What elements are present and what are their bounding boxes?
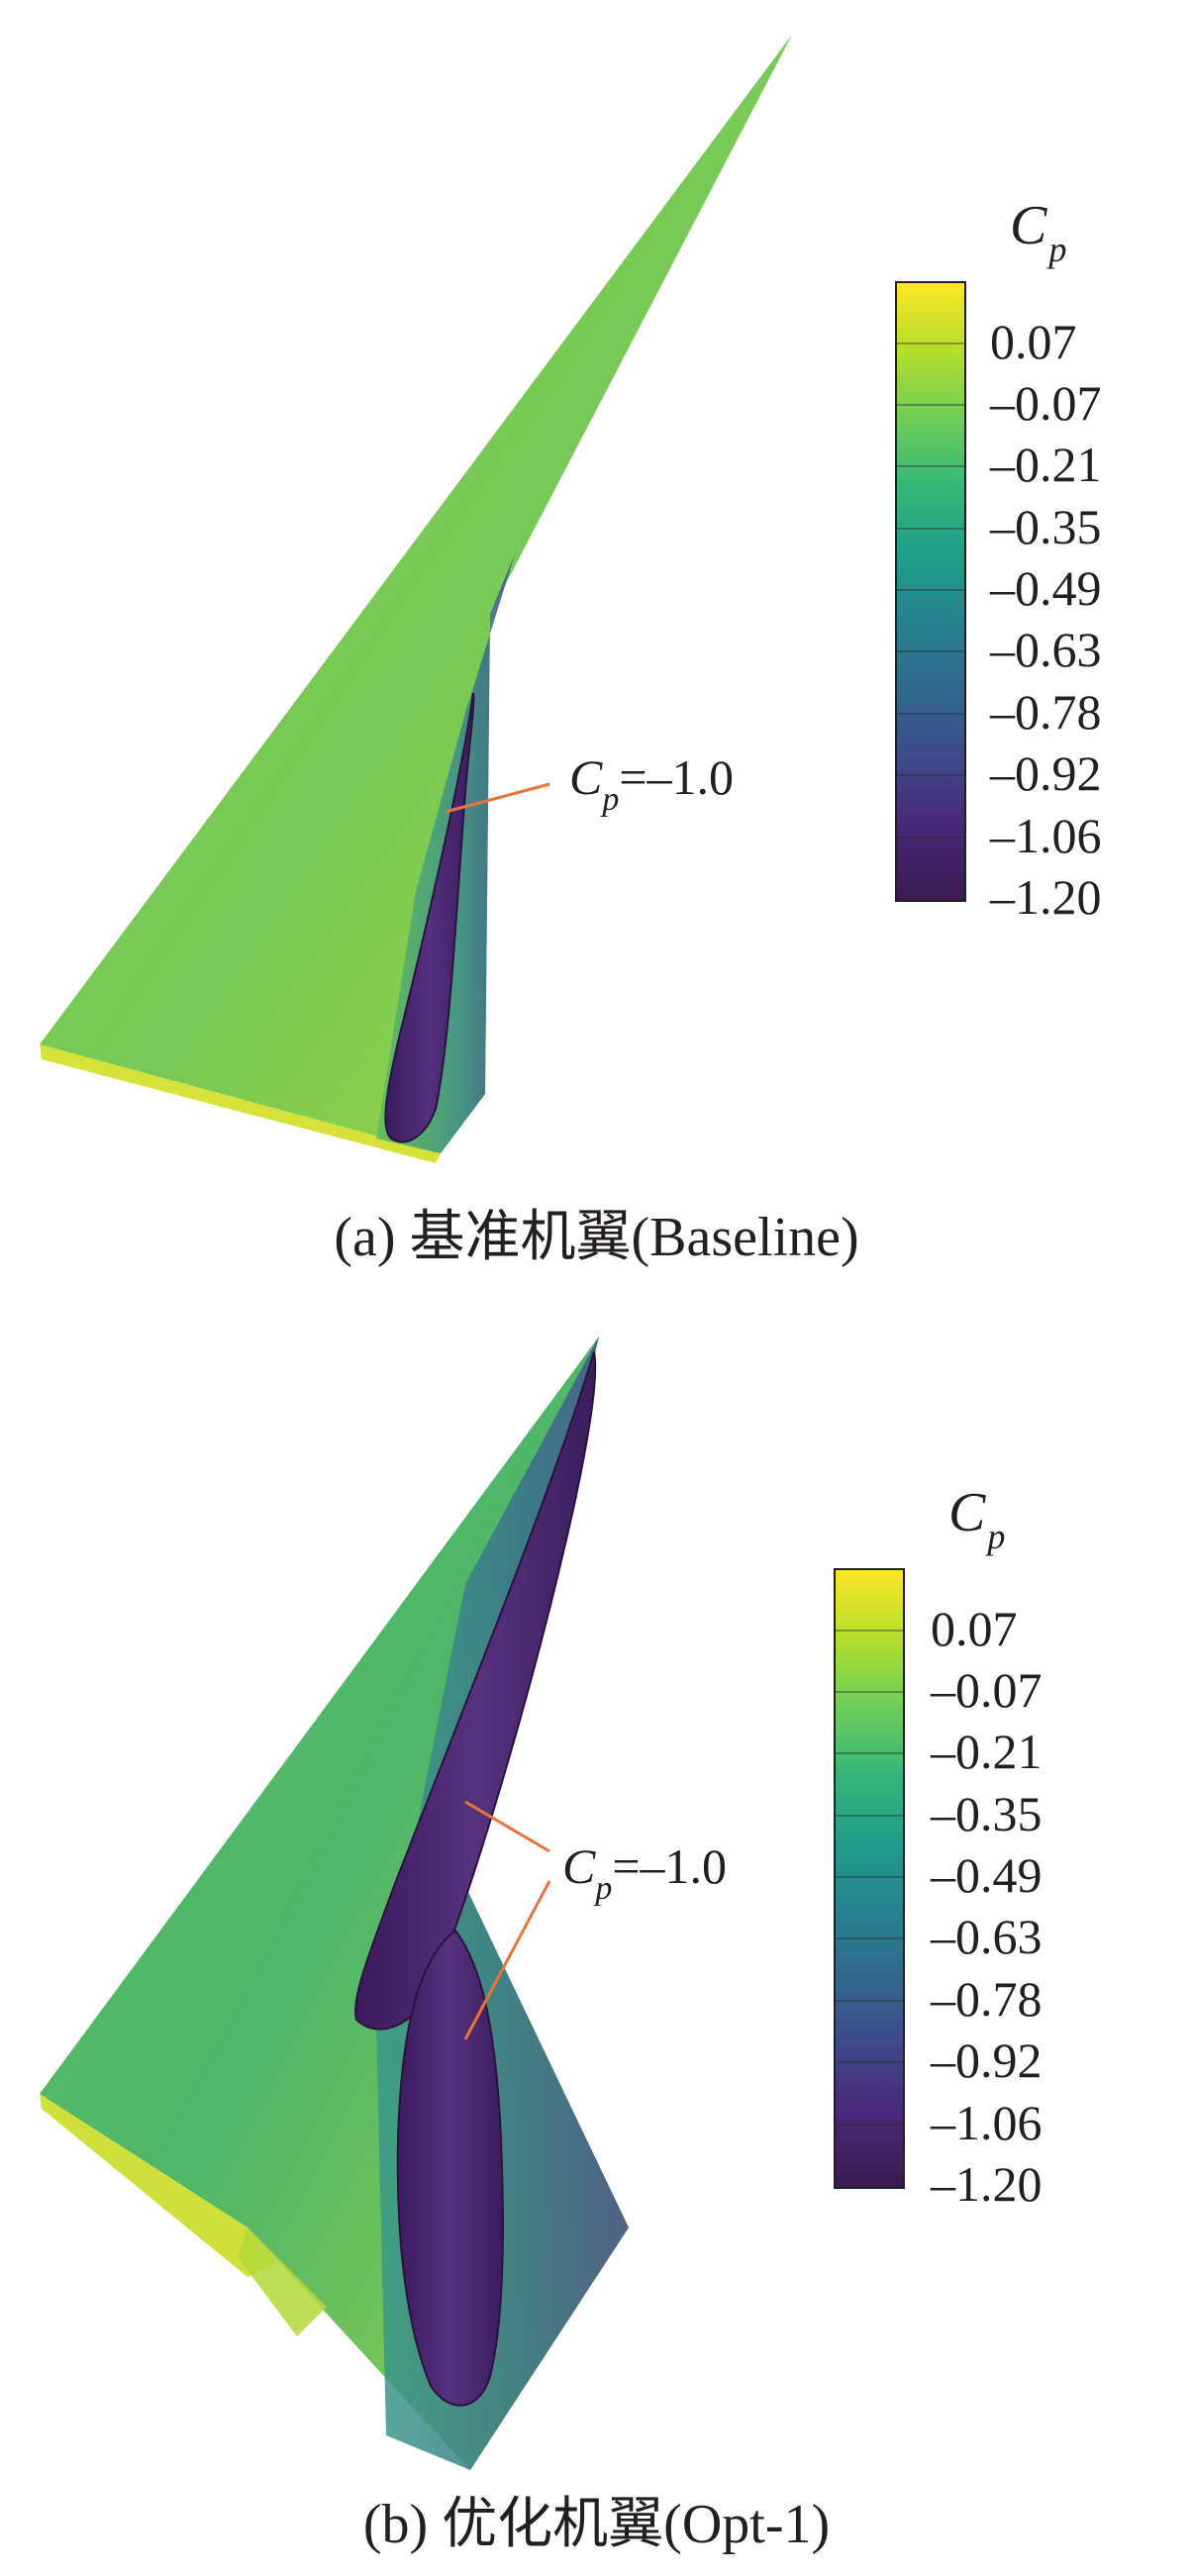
cp-isosurface-upper [354, 1350, 597, 2031]
colorbar-tick-label: –0.63 [931, 1909, 1043, 1964]
leader-line [463, 1880, 551, 2040]
colorbar-title: Cp [948, 1482, 1006, 1556]
colorbar-tick-label: –0.63 [990, 622, 1102, 677]
colorbar-tick-label: –0.21 [990, 437, 1102, 492]
panel-caption: (b) 优化机翼(Opt-1) [362, 2494, 831, 2555]
colorbar-tick-label: –0.07 [931, 1662, 1043, 1718]
colorbar-tick-label: 0.07 [931, 1601, 1018, 1656]
trailing-edge-high-pressure-patch [238, 2228, 327, 2336]
colorbar-tick-label: –1.06 [931, 2095, 1043, 2150]
panel-caption: (a) 基准机翼(Baseline) [334, 1207, 859, 1268]
leading-edge-high-pressure-band [40, 2094, 277, 2277]
colorbar-tick-label: –0.21 [931, 1724, 1043, 1779]
colorbar-tick-label: –0.78 [990, 684, 1102, 740]
colorbar-tick-label: –0.92 [931, 2032, 1043, 2088]
cp-isosurface [384, 692, 475, 1143]
colorbar-title: Cp [1010, 195, 1067, 269]
colorbar-tick-label: –1.20 [990, 869, 1102, 925]
leader-line [464, 1800, 550, 1853]
panel-optimized: Cp=–1.0 Cp [0, 1287, 1193, 2576]
colorbar-tick-label: –0.92 [990, 745, 1102, 801]
cp-isosurface-lower [396, 1929, 504, 2407]
isosurface-label: Cp=–1.0 [569, 749, 735, 818]
colorbar-tick-label: –0.35 [990, 499, 1102, 554]
colorbar-tick-label: –0.07 [990, 375, 1102, 431]
baseline-wing-pressure-plot [40, 35, 792, 1163]
leading-edge-high-pressure-band [40, 1044, 441, 1163]
colorbar-tick-label: 0.07 [990, 314, 1077, 369]
optimized-wing-pressure-plot [40, 1337, 629, 2470]
colorbar-tick-label: –0.78 [931, 1971, 1043, 2027]
colorbar-tick-label: –0.35 [931, 1786, 1043, 1841]
colorbar-tick-label: –1.20 [931, 2156, 1043, 2212]
wing-surface [40, 35, 792, 1153]
colorbar-tick-label: –0.49 [931, 1847, 1043, 1903]
leader-line [445, 782, 550, 814]
isosurface-label: Cp=–1.0 [562, 1838, 728, 1907]
colorbar-tick-label: –1.06 [990, 808, 1102, 863]
colorbar-tick-label: –0.49 [990, 560, 1102, 616]
panel-baseline: Cp=–1.0 Cp [0, 0, 1193, 1287]
